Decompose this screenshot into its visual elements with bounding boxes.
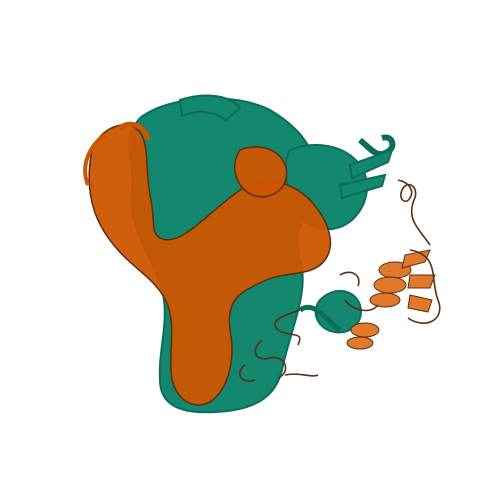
orange-side-domain — [346, 249, 436, 350]
orange-domain — [83, 121, 332, 406]
loop-strands — [239, 179, 441, 382]
